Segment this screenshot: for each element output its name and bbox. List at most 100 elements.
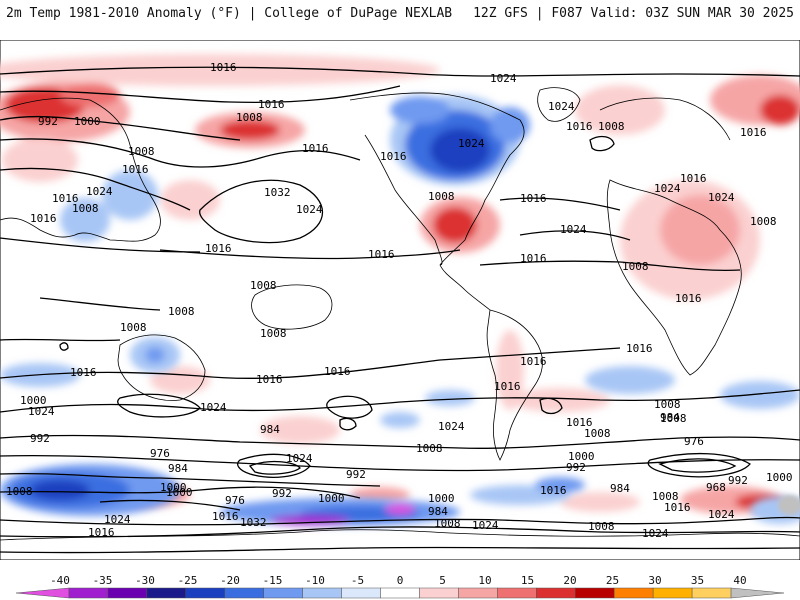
isobar-label: 1016 — [494, 380, 521, 393]
isobar-label: 1008 — [660, 412, 687, 425]
isobar-labels: 1016 1024 1016 1008 1000 992 1016 1008 1… — [6, 61, 793, 540]
colorbar-tick-label: -5 — [351, 574, 364, 587]
isobar-label: 1008 — [434, 517, 461, 530]
isobar-label: 1008 — [598, 120, 625, 133]
colorbar: -40 -35 -30 -25 -20 -15 -10 -5 0 5 10 15 20 25 30 35 40 — [15, 574, 785, 599]
colorbar-tick-label: -15 — [263, 574, 283, 587]
south-america-coast — [486, 309, 543, 461]
isobar-label: 1016 — [30, 212, 57, 225]
isobar-label: 1016 — [664, 501, 691, 514]
isobar-label: 1016 — [88, 526, 115, 539]
isobar-label: 1032 — [264, 186, 291, 199]
isobar-label: 984 — [168, 462, 188, 475]
isobar-label: 1016 — [740, 126, 767, 139]
isobar-label: 976 — [225, 494, 245, 507]
isobar-label: 1008 — [652, 490, 679, 503]
header-bar: 2m Temp 1981-2010 Anomaly (°F) | College… — [0, 0, 800, 28]
isobar-label: 1016 — [212, 510, 239, 523]
colorbar-swatch — [497, 587, 537, 599]
isobar-label: 1024 — [104, 513, 131, 526]
isobar-label: 992 — [566, 461, 586, 474]
isobar-label: 992 — [272, 487, 292, 500]
isobar-label: 1016 — [52, 192, 79, 205]
cold-anomaly-areas — [0, 95, 800, 526]
colorbar-swatch — [419, 587, 459, 599]
isobar-label: 1000 — [20, 394, 47, 407]
isobar-label: 1008 — [750, 215, 777, 228]
colorbar-tick-label: -35 — [93, 574, 113, 587]
colorbar-swatch — [185, 587, 225, 599]
isobar-label: 1016 — [675, 292, 702, 305]
colorbar-swatch — [536, 587, 576, 599]
colorbar-tick-label: 15 — [521, 574, 534, 587]
isobar-label: 1024 — [458, 137, 485, 150]
isobars — [0, 66, 800, 554]
island-outline — [251, 284, 333, 330]
isobar-label: 1008 — [260, 327, 287, 340]
colorbar-swatch — [68, 587, 109, 599]
isobar-label: 1016 — [566, 120, 593, 133]
isobar-label: 976 — [684, 435, 704, 448]
australia-coast — [117, 334, 206, 401]
colorbar-swatch — [458, 587, 498, 599]
colorbar-tick-label: -20 — [220, 574, 240, 587]
isobar-label: 1000 — [766, 471, 793, 484]
isobar-label: 1008 — [250, 279, 277, 292]
colorbar-swatch — [302, 587, 342, 599]
anomaly-map: 1016 1024 1016 1008 1000 992 1016 1008 1… — [0, 40, 800, 560]
isobar-label: 992 — [38, 115, 58, 128]
isobar-label: 984 — [428, 505, 448, 518]
isobar-label: 1024 — [708, 508, 735, 521]
isobar-label: 1016 — [302, 142, 329, 155]
isobar-label: 1016 — [368, 248, 395, 261]
isobar-label: 1008 — [120, 321, 147, 334]
colorbar-swatch — [380, 587, 420, 599]
colorbar-tick-label: 25 — [606, 574, 619, 587]
colorbar-swatch — [691, 587, 732, 599]
north-america-coast — [349, 92, 525, 311]
greenland-coast — [537, 87, 581, 122]
isobar-label: 984 — [660, 411, 680, 424]
isobar-label: 1016 — [122, 163, 149, 176]
colorbar-swatch — [341, 587, 381, 599]
colorbar-tick-label: 5 — [439, 574, 446, 587]
isobar-label: 984 — [610, 482, 630, 495]
isobar-label: 976 — [150, 447, 170, 460]
isobar-label: 1008 — [622, 260, 649, 273]
colorbar-swatch — [263, 587, 303, 599]
isobar-label: 1016 — [205, 242, 232, 255]
isobar-label: 1008 — [428, 190, 455, 203]
isobar-label: 1016 — [380, 150, 407, 163]
isobar-label: 1000 — [160, 481, 187, 494]
colorbar-swatch — [15, 587, 70, 599]
isobar-label: 1016 — [210, 61, 237, 74]
model-run-info: 12Z GFS | F087 Valid: 03Z SUN MAR 30 202… — [473, 6, 794, 21]
colorbar-tick-labels: -40 -35 -30 -25 -20 -15 -10 -5 0 5 10 15 20 25 30 35 40 — [50, 574, 747, 587]
isobar-label: 1000 — [166, 486, 193, 499]
isobar-label: 992 — [30, 432, 50, 445]
isobar-label: 1000 — [568, 450, 595, 463]
colorbar-swatch — [107, 587, 148, 599]
isobar-label: 1000 — [318, 492, 345, 505]
isobar-label: 1000 — [428, 492, 455, 505]
isobar-label: 1008 — [168, 305, 195, 318]
isobar-label: 1024 — [642, 527, 669, 540]
isobar-label: 1024 — [200, 401, 227, 414]
isobar-label: 1024 — [490, 72, 517, 85]
isobar-label: 1008 — [236, 111, 263, 124]
isobar-label: 968 — [706, 481, 726, 494]
colorbar-tick-label: 30 — [648, 574, 661, 587]
isobar-label: 1000 — [74, 115, 101, 128]
isobar-label: 1032 — [240, 516, 267, 529]
isobar-label: 1024 — [560, 223, 587, 236]
colorbar-tick-label: 0 — [397, 574, 404, 587]
anomaly-shading — [0, 54, 800, 526]
colorbar-swatch — [730, 587, 785, 599]
colorbar-swatch — [652, 587, 693, 599]
colorbar-swatch — [224, 587, 264, 599]
colorbar-tick-label: 35 — [691, 574, 704, 587]
isobar-label: 1024 — [296, 203, 323, 216]
isobar-label: 1016 — [680, 172, 707, 185]
colorbar-swatch — [146, 587, 187, 599]
map-title: 2m Temp 1981-2010 Anomaly (°F) | College… — [6, 6, 453, 21]
